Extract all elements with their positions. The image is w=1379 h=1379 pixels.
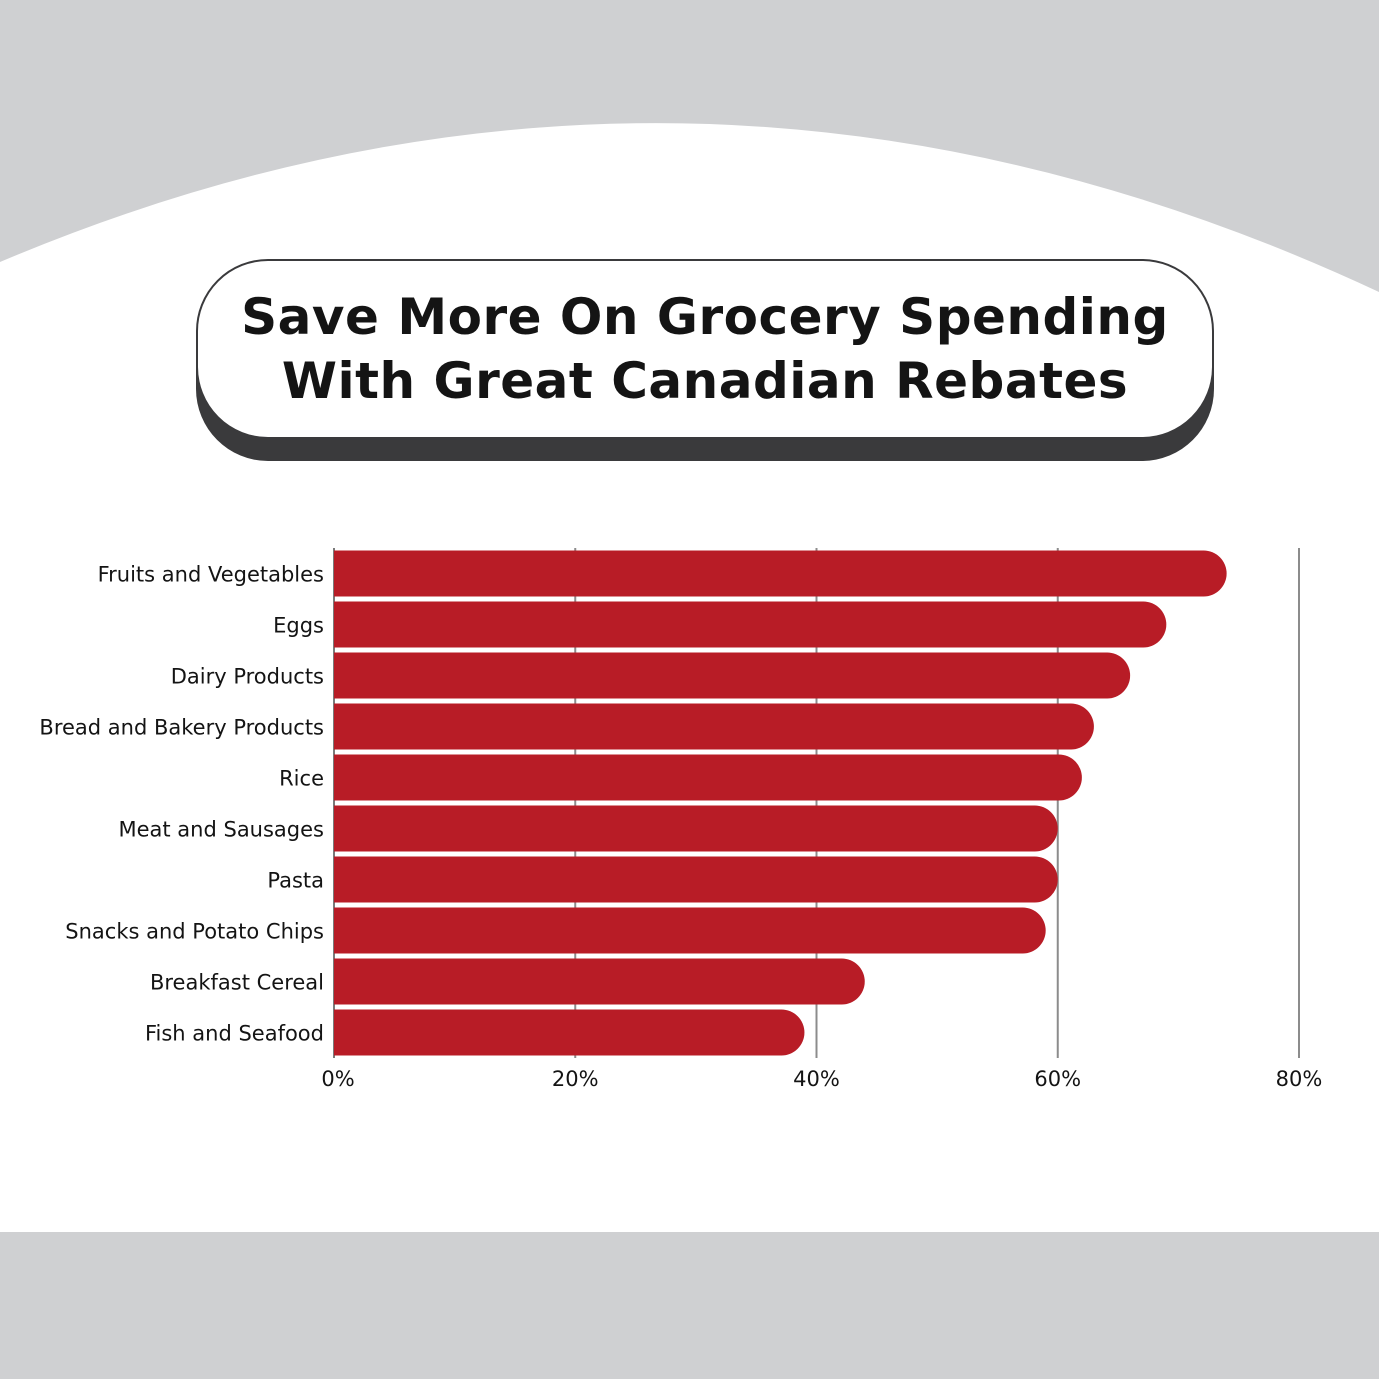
title-card: Save More On Grocery Spending With Great… [196, 259, 1214, 463]
bar [334, 958, 865, 1005]
x-tick-label: 0% [321, 1067, 354, 1091]
bar [334, 856, 1058, 903]
title-box: Save More On Grocery Spending With Great… [196, 259, 1214, 439]
bar [334, 703, 1094, 750]
x-tick-label: 60% [1034, 1067, 1081, 1091]
bar [334, 1009, 805, 1056]
chart-title-line-2: With Great Canadian Rebates [281, 352, 1129, 410]
bar [334, 907, 1046, 954]
category-label: Eggs [273, 614, 324, 638]
bars [334, 550, 1227, 1056]
bar [334, 805, 1058, 852]
x-tick-label: 40% [793, 1067, 840, 1091]
category-label: Bread and Bakery Products [39, 716, 324, 740]
category-label: Fruits and Vegetables [98, 563, 324, 587]
bar [334, 601, 1167, 648]
bar [334, 652, 1131, 699]
category-label: Breakfast Cereal [150, 971, 324, 995]
category-labels: Fruits and Vegetables Eggs Dairy Products B… [39, 563, 324, 1046]
bar [334, 754, 1082, 801]
category-label: Meat and Sausages [118, 818, 324, 842]
x-tick-label: 80% [1276, 1067, 1323, 1091]
category-label: Snacks and Potato Chips [65, 920, 324, 944]
x-axis-tick-labels: 0% 20% 40% 60% 80% [321, 1067, 1322, 1091]
chart-title-line-1: Save More On Grocery Spending [241, 288, 1169, 346]
category-label: Fish and Seafood [145, 1022, 324, 1046]
category-label: Dairy Products [171, 665, 324, 689]
x-tick-label: 20% [552, 1067, 599, 1091]
category-label: Rice [279, 767, 324, 791]
bar [334, 550, 1227, 597]
category-label: Pasta [267, 869, 324, 893]
